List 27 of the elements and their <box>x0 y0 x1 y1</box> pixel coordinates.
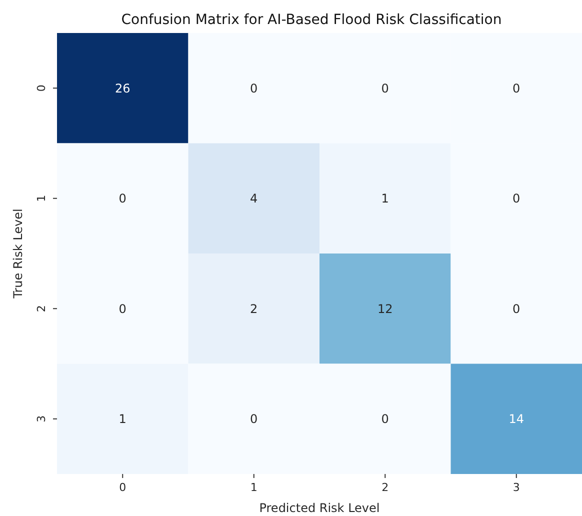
data-label: 1 <box>118 412 126 426</box>
data-label: 2 <box>250 302 258 316</box>
data-label: 26 <box>114 81 130 96</box>
data-label: 14 <box>508 412 524 426</box>
data-label: 0 <box>512 192 520 206</box>
y-tick-label: 2 <box>35 305 48 312</box>
data-label: 12 <box>377 302 393 316</box>
data-label: 0 <box>250 412 258 426</box>
chart-title: Confusion Matrix for AI-Based Flood Risk Classification <box>121 12 502 28</box>
data-label: 0 <box>250 81 258 96</box>
data-label: 0 <box>512 81 520 96</box>
y-tick-label: 0 <box>35 84 48 92</box>
data-label: 4 <box>250 192 258 206</box>
x-tick-label: 1 <box>250 481 258 494</box>
data-label: 0 <box>118 192 126 206</box>
data-label: 0 <box>381 81 389 96</box>
y-tick-label: 1 <box>35 194 48 202</box>
data-label: 0 <box>381 412 389 426</box>
x-tick-label: 2 <box>382 481 389 494</box>
data-label: 0 <box>512 302 520 316</box>
data-label: 1 <box>381 192 389 206</box>
x-tick-label: 0 <box>119 481 126 494</box>
x-axis-title: Predicted Risk Level <box>259 501 380 515</box>
y-tick-label: 3 <box>35 415 48 422</box>
x-tick-label: 3 <box>512 481 520 494</box>
y-axis-title: True Risk Level <box>11 208 25 300</box>
data-label: 0 <box>118 302 126 316</box>
